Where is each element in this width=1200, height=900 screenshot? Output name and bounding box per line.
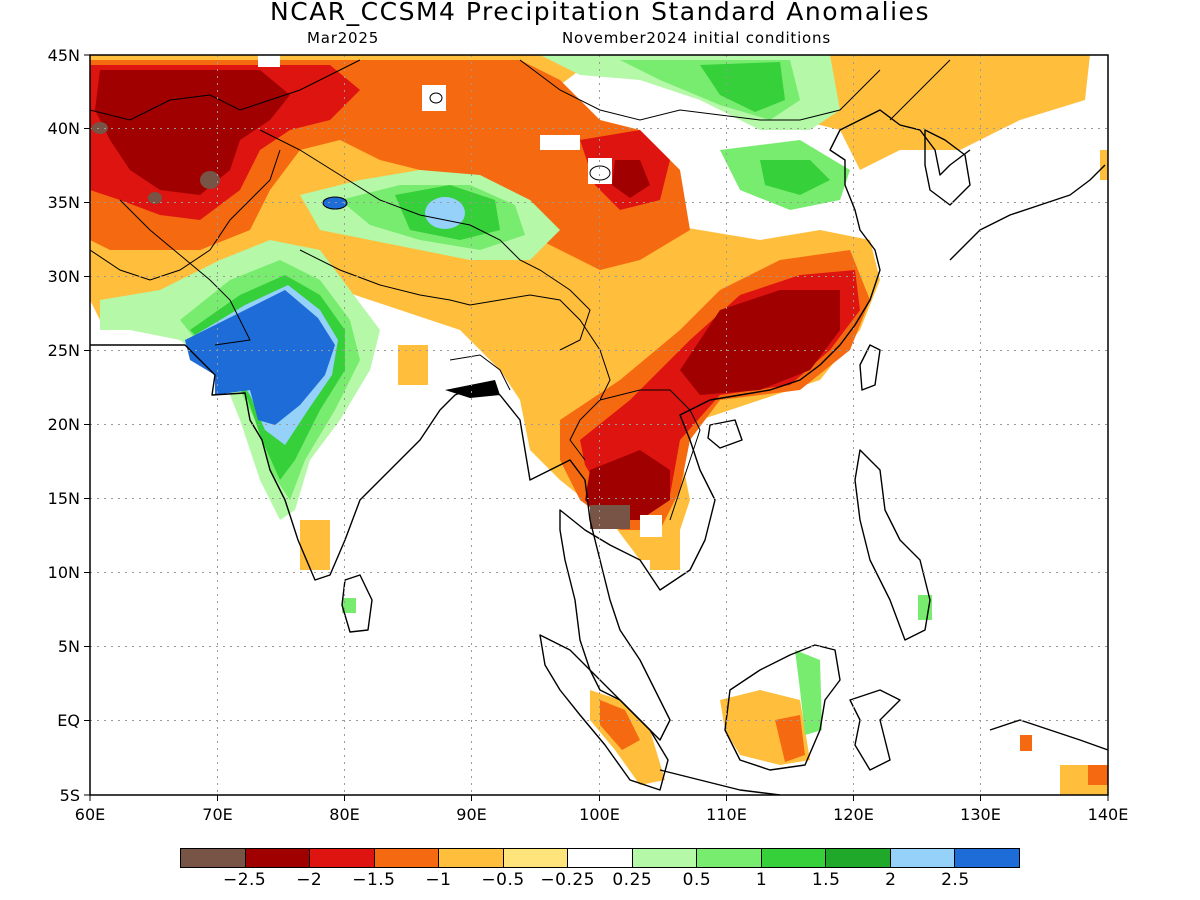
colorbar-swatch [826,849,891,867]
dry-spot [1088,765,1108,785]
colorbar-label: −0.25 [540,870,595,890]
colorbar-label: 0.5 [682,870,712,890]
lat-label: 40N [48,119,80,138]
lon-label: 90E [456,805,486,824]
colorbar-label: −2 [296,870,323,890]
very-wet-region-india [185,290,335,425]
lat-label: 45N [48,46,80,65]
wet-region-north-china-strong [760,160,830,195]
extreme-dry-spot [148,192,162,204]
gridlines [90,55,1108,795]
colorbar-swatch [245,849,311,867]
dry-spot [300,520,330,570]
colorbar-swatch [181,849,246,867]
initial-conditions: November2024 initial conditions [562,29,831,47]
dry-region-borneo-mod [775,715,805,762]
coastline-china [709,109,971,401]
colorbar-swatch [697,849,762,867]
delta-coast [445,380,500,398]
wet-spot [918,595,932,620]
lon-label: 100E [579,805,620,824]
lat-labels: 45N 40N 35N 30N 25N 20N 15N 10N 5N EQ 5S [48,46,80,805]
anomaly-map: 45N 40N 35N 30N 25N 20N 15N 10N 5N EQ 5S… [48,46,1129,824]
dry-core-south-china [680,290,840,395]
lon-label: 80E [329,805,359,824]
forecast-month: Mar2025 [307,29,380,47]
extreme-dry-spot [200,171,220,189]
lat-label: 25N [48,341,80,360]
colorbar-swatch [374,849,440,867]
lat-label: 5S [60,786,80,805]
lat-label: 10N [48,563,80,582]
lat-label: 15N [48,489,80,508]
dry-core-indochina [585,450,670,520]
coastline-java [659,769,781,795]
dry-spot [1100,150,1108,180]
map-title: NCAR_CCSM4 Precipitation Standard Anomal… [270,0,930,26]
colorbar-label: 2 [885,870,897,890]
lon-labels: 60E 70E 80E 90E 100E 110E 120E 130E 140E [75,805,1129,824]
lon-label: 120E [833,805,874,824]
colorbar-label: 0.25 [612,870,653,890]
lon-label: 60E [75,805,105,824]
coastline-sulawesi [849,689,901,771]
colorbar-swatch [568,849,633,867]
dry-spot [398,345,428,385]
wet-region-borneo [795,650,822,735]
lat-label: 20N [48,415,80,434]
wet-spot [342,598,356,613]
coastline-new-guinea [989,719,1108,751]
wet-region-mongolia-strong [700,62,785,112]
lat-label: EQ [57,711,80,730]
colorbar-swatch [503,849,569,867]
dry-region-sumatra-mod [600,700,640,750]
coastline-hainan [707,419,743,449]
colorbar-swatch [310,849,375,867]
coastline-korea [924,129,971,206]
colorbar-label: −1.5 [352,870,396,890]
dry-core-central-strong [612,160,650,198]
coastline-philippines [854,449,931,641]
colorbar-label: 1.5 [811,870,841,890]
coastline-taiwan [859,344,881,391]
coastline-borneo [724,644,841,771]
lon-label: 130E [960,805,1001,824]
colorbar-label: 2.5 [941,870,970,890]
colorbar-label: 1 [755,870,768,890]
coastline-sri-lanka [341,574,373,633]
lat-label: 30N [48,267,80,286]
colorbar-label: −2.5 [222,870,267,890]
very-wet-spot [425,197,465,229]
no-data-patch [540,135,580,150]
colorbar-swatch [955,849,1019,867]
axis-ticks [84,54,1109,801]
extreme-dry-spot [92,122,108,134]
no-data-patch [258,55,280,67]
colorbar-label: −1 [425,870,452,890]
colorbar-swatch [761,849,827,867]
colorbar-label: −0.5 [481,870,525,890]
colorbar [180,848,1020,868]
lon-label: 140E [1088,805,1129,824]
lon-label: 110E [706,805,747,824]
no-data-patch [640,515,662,537]
extreme-dry-spot [590,505,630,529]
lon-label: 70E [202,805,232,824]
lat-label: 35N [48,193,80,212]
dry-core-west-strong [95,70,290,195]
dry-spot [1020,735,1032,751]
dry-region-north [90,55,1090,560]
lat-label: 5N [58,637,80,656]
colorbar-swatch [632,849,698,867]
colorbar-swatch [890,849,956,867]
colorbar-swatch [439,849,504,867]
anomaly-shading [90,55,1108,795]
